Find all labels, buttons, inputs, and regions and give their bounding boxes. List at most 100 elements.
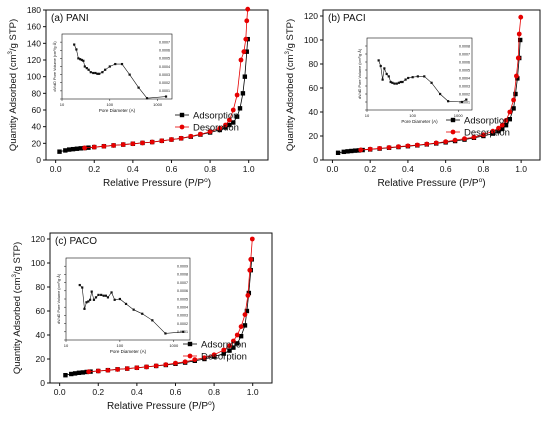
y-tick-label: 80	[32, 88, 42, 98]
data-point-circle	[101, 143, 107, 149]
y-axis-label-sup: 3	[11, 274, 18, 278]
inset-data-point	[447, 100, 450, 103]
data-point-square	[349, 148, 354, 154]
data-point-circle	[238, 324, 244, 329]
inset-x-axis-label: Pore Diameter (A)	[110, 349, 147, 354]
data-point-square	[70, 146, 76, 152]
x-tick-label: 0.4	[131, 387, 143, 397]
y-tick-label: 0	[313, 155, 318, 165]
x-tick-label: 0.8	[204, 164, 216, 174]
inset-data-point	[404, 78, 407, 81]
data-point-square	[515, 76, 520, 81]
inset-y-tick-label: 0.0003	[159, 73, 170, 77]
x-axis-label-text: Relative Pressure (P/P	[103, 178, 204, 189]
legend-label: Desorption	[193, 123, 239, 134]
data-point-circle	[511, 97, 516, 103]
inset-y-tick-label: 0.0005	[459, 68, 470, 72]
chart-panel: 0.0 0.2 0.4 0.6 0.8 1.0 0 20 40 60 80 100 120 140 160 1…	[7, 5, 269, 189]
data-point-square	[227, 122, 232, 128]
data-point-circle	[452, 137, 458, 143]
data-point-circle	[249, 236, 255, 242]
x-axis-label-sup: o	[479, 177, 483, 184]
inset-data-point	[128, 73, 131, 76]
y-tick-label: 60	[309, 83, 319, 93]
x-tick-label: 1.0	[247, 387, 259, 397]
inset-data-point	[90, 290, 93, 293]
data-point-square	[74, 146, 80, 151]
inset-x-tick-label: 100	[106, 102, 113, 107]
inset-data-point	[110, 291, 113, 294]
inset-data-point	[381, 78, 384, 81]
inset-data-point	[411, 76, 414, 79]
data-point-square	[66, 147, 72, 152]
data-point-square	[221, 351, 226, 356]
inset-data-point	[92, 298, 96, 301]
data-point-circle	[202, 355, 207, 361]
y-axis-label: Quantity Adsorbed (cm3/g STP)	[11, 242, 23, 374]
data-point-circle	[198, 131, 203, 137]
inset-data-point	[137, 86, 140, 89]
data-point-circle	[247, 267, 253, 273]
inset-x-tick-label: 10	[64, 343, 69, 348]
legend-label: Adsorption	[193, 111, 238, 122]
x-axis-label-text: Relative Pressure (P/P	[377, 178, 478, 189]
data-point-square	[237, 106, 243, 111]
data-point-square	[238, 334, 244, 339]
inset-data-point	[423, 75, 426, 78]
y-axis-label: Quantity Adsorbed (cm3/g STP)	[7, 19, 19, 151]
inset-data-point	[79, 58, 82, 61]
inset-y-tick-label: 0.0002	[459, 92, 470, 96]
inset-data-point	[83, 65, 86, 68]
y-tick-label: 40	[36, 330, 46, 340]
x-tick-label: 0.2	[92, 387, 104, 397]
inset-data-point	[98, 72, 101, 75]
chart-panel: 0.0 0.2 0.4 0.6 0.8 1.0 0 20 40 60 80 100 120 Relativ…	[11, 232, 273, 412]
legend-label: Adsorption	[201, 340, 246, 351]
data-point-circle	[124, 366, 130, 371]
plot-frame	[49, 232, 273, 384]
inset-data-point	[395, 82, 398, 85]
data-point-square	[517, 37, 523, 43]
legend-marker-circle	[179, 124, 185, 130]
inset-data-point	[132, 308, 135, 311]
inset-data-point	[416, 75, 419, 78]
x-tick-label: 0.2	[364, 164, 376, 174]
chart-panel: 0.0 0.2 0.4 0.6 0.8 1.0 0 20 40 60 80 100 120 Relativ…	[284, 9, 541, 189]
x-axis-label: Relative Pressure (P/Po)	[377, 177, 485, 189]
inset-y-tick-label: 0.0006	[159, 49, 170, 53]
legend-label: Desorption	[464, 128, 510, 139]
inset-data-point	[75, 48, 78, 51]
data-point-circle	[95, 368, 101, 374]
data-point-circle	[182, 359, 188, 365]
data-point-circle	[396, 144, 401, 150]
data-point-circle	[507, 109, 513, 115]
data-point-square	[234, 114, 240, 119]
inset-data-point	[82, 59, 85, 62]
data-point-circle	[424, 141, 430, 147]
inset-x-tick-label: 1000	[454, 113, 464, 118]
x-axis-label-sup: o	[208, 400, 212, 407]
inset-data-point	[141, 312, 144, 315]
inset-data-point	[100, 293, 103, 296]
inset-y-tick-label: 0.0002	[159, 81, 170, 85]
data-point-circle	[144, 364, 149, 370]
inset-data-point	[389, 80, 392, 84]
x-axis-label-text: Relative Pressure (P/P	[107, 401, 208, 412]
y-tick-label: 0	[40, 378, 45, 388]
x-axis-label: Relative Pressure (P/Po)	[103, 177, 211, 189]
inset-data-point	[97, 293, 100, 296]
x-tick-label: 0.6	[440, 164, 452, 174]
y-tick-label: 120	[31, 234, 45, 244]
inset-plot: 10 100 1000 0.0001 0.0002 0.0003 0.0004 0.0005 0…	[52, 33, 173, 113]
data-point-square	[78, 146, 83, 151]
inset-data-point	[385, 72, 388, 76]
inset-y-tick-label: 0.0002	[177, 322, 188, 326]
inset-y-tick-label: 0.0007	[459, 52, 470, 56]
y-tick-label: 60	[32, 105, 42, 115]
inset-data-point	[113, 298, 116, 301]
y-tick-label: 0	[36, 155, 41, 165]
y-axis-label: Quantity Adsorbed (cm3/g STP)	[284, 19, 296, 151]
x-tick-label: 0.8	[477, 164, 489, 174]
